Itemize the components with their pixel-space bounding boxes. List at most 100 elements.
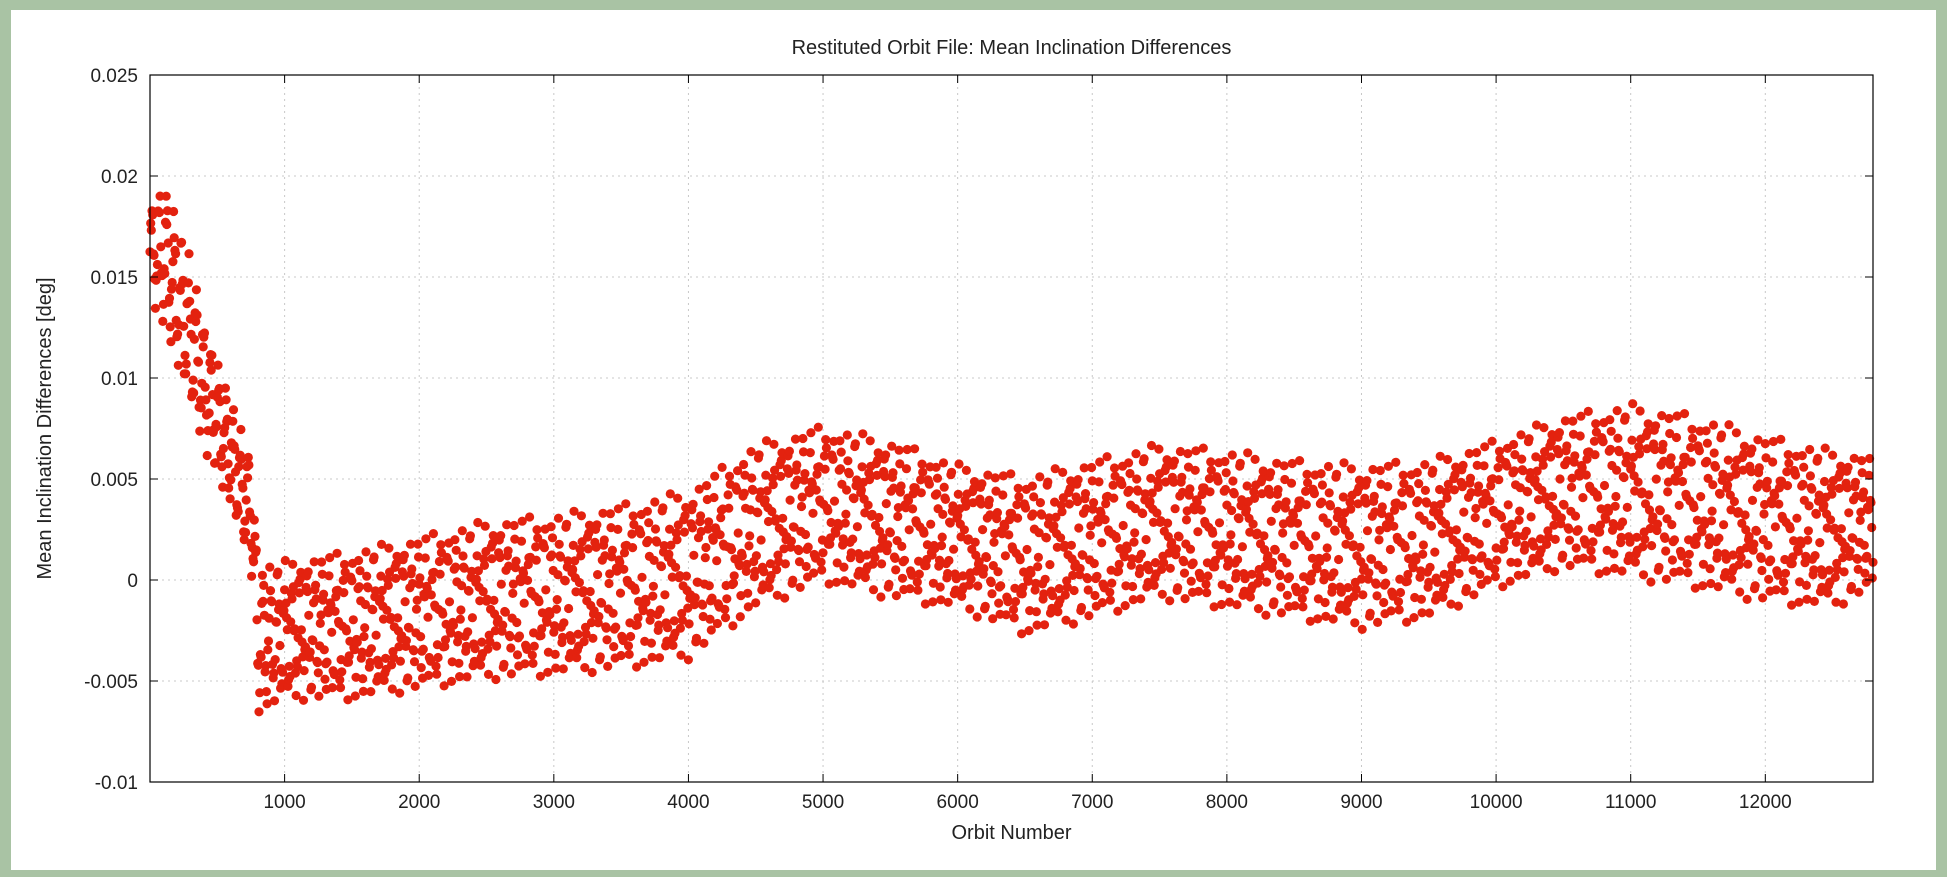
data-point — [1097, 538, 1107, 548]
data-point — [576, 511, 587, 521]
data-point — [669, 616, 679, 626]
data-point — [407, 578, 418, 589]
data-point — [1270, 545, 1280, 555]
data-point — [344, 651, 354, 661]
data-point — [1135, 564, 1145, 574]
data-point — [1169, 477, 1179, 487]
x-tick-label: 7000 — [1071, 792, 1113, 813]
data-point — [1234, 514, 1244, 524]
data-point — [274, 599, 284, 609]
data-point — [1377, 508, 1387, 519]
data-point — [712, 556, 722, 566]
data-point — [808, 508, 818, 518]
data-point — [1227, 450, 1237, 460]
data-point — [1113, 566, 1124, 576]
data-point — [1719, 520, 1729, 530]
data-point — [180, 350, 190, 360]
data-point — [1425, 562, 1435, 573]
data-point — [746, 447, 756, 457]
data-point — [1109, 493, 1119, 503]
data-point — [1325, 501, 1336, 511]
data-point — [645, 615, 655, 625]
data-point — [887, 441, 897, 451]
data-point — [1768, 436, 1778, 447]
data-point — [881, 450, 891, 460]
data-point — [496, 531, 506, 541]
data-point — [1773, 570, 1783, 580]
data-point — [1857, 456, 1867, 466]
data-point — [420, 553, 430, 563]
data-point — [428, 529, 438, 539]
data-point — [317, 557, 327, 567]
data-point — [1418, 540, 1428, 550]
data-point — [241, 527, 251, 538]
data-point — [735, 612, 745, 622]
data-point — [210, 458, 220, 468]
data-point — [368, 605, 378, 615]
data-point — [551, 663, 561, 673]
data-point — [1803, 526, 1813, 536]
data-point — [616, 650, 626, 661]
data-point — [1037, 510, 1047, 520]
data-point — [506, 643, 516, 653]
data-point — [1321, 552, 1332, 562]
data-point — [435, 569, 445, 579]
data-point — [1853, 564, 1863, 575]
data-point — [451, 545, 461, 555]
data-point — [298, 695, 309, 705]
data-point — [632, 662, 642, 672]
data-point — [463, 627, 473, 637]
data-point — [919, 528, 929, 538]
data-point — [1127, 554, 1137, 564]
data-point — [389, 653, 399, 663]
data-point — [1206, 465, 1216, 475]
x-tick-label: 12000 — [1739, 792, 1792, 813]
data-point — [1710, 462, 1721, 472]
data-point — [539, 543, 550, 553]
y-tick-label: 0 — [127, 571, 138, 592]
data-point — [411, 604, 422, 614]
data-point — [743, 602, 753, 612]
data-point — [1703, 473, 1713, 483]
data-point — [905, 584, 915, 594]
data-point — [393, 613, 403, 623]
data-point — [238, 483, 248, 493]
data-point — [1413, 496, 1423, 506]
data-point — [1351, 584, 1361, 594]
data-point — [292, 662, 302, 672]
data-point — [1021, 503, 1031, 513]
data-point — [605, 569, 615, 579]
data-point — [819, 451, 830, 461]
data-point — [1113, 606, 1123, 616]
data-point — [234, 462, 244, 472]
data-point — [668, 640, 678, 651]
data-point — [1323, 518, 1333, 528]
data-point — [1185, 484, 1195, 494]
data-point — [1000, 522, 1010, 532]
data-point — [1559, 500, 1569, 510]
data-point — [1303, 478, 1313, 488]
data-point — [499, 659, 509, 670]
data-point — [387, 684, 397, 694]
data-point — [1118, 520, 1128, 531]
data-point — [1321, 611, 1331, 622]
data-point — [207, 350, 217, 360]
data-point — [1463, 533, 1473, 543]
data-point — [1612, 465, 1622, 475]
data-point — [1509, 466, 1519, 476]
data-point — [1139, 454, 1149, 464]
data-point — [924, 479, 935, 489]
data-point — [233, 507, 243, 517]
y-tick-label: 0.005 — [90, 470, 138, 491]
data-point — [1848, 533, 1858, 543]
data-point — [1610, 501, 1620, 511]
data-point — [243, 473, 253, 483]
data-point — [1539, 423, 1549, 433]
data-point — [543, 667, 553, 677]
data-point — [1779, 586, 1789, 596]
data-point — [1776, 434, 1786, 444]
data-point — [1601, 514, 1611, 524]
data-point — [1356, 574, 1367, 584]
data-point — [652, 537, 662, 547]
data-point — [1181, 515, 1192, 525]
